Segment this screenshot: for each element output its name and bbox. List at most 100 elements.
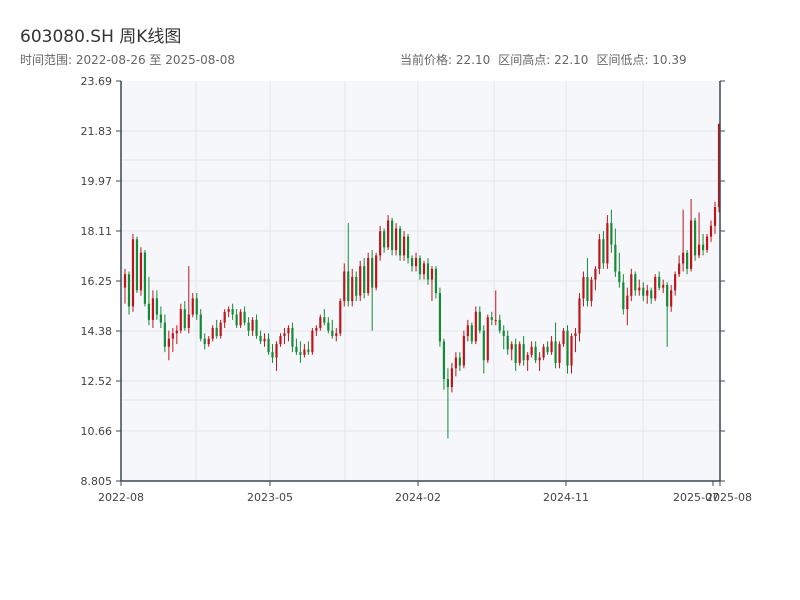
candle-body — [291, 327, 294, 347]
candle-body — [163, 322, 166, 347]
candle-body — [367, 258, 370, 294]
candle-body — [323, 317, 326, 323]
x-tick-labels: 2022-08 2023-05 2024-02 2024-11 2025-072025-… — [98, 491, 752, 504]
candle-body — [598, 239, 601, 269]
candle-body — [514, 344, 517, 363]
candle-body — [434, 268, 438, 294]
candle-body — [430, 268, 434, 280]
candle-body — [542, 346, 545, 358]
candle-body — [574, 333, 577, 337]
candle-body — [697, 244, 701, 256]
candle-body — [191, 298, 194, 315]
candle-body — [678, 263, 681, 275]
candle-body — [391, 220, 394, 251]
y-tick-label: 14.38 — [81, 325, 113, 338]
candle-body — [239, 311, 242, 326]
candle-body — [546, 346, 549, 353]
candle-body — [630, 274, 633, 296]
candle-body — [482, 330, 485, 361]
candle-body — [550, 341, 553, 353]
candle-body — [319, 317, 322, 328]
x-tick-label: 2024-11 — [543, 491, 589, 504]
candle-body — [167, 338, 170, 347]
candle-body — [179, 309, 182, 331]
candle-body — [442, 341, 446, 380]
candle-body — [219, 322, 222, 337]
candle-body — [383, 231, 386, 248]
range-low-label: 区间低点: 10.39 — [596, 53, 687, 67]
candle-body — [470, 325, 473, 342]
candle-body — [343, 271, 346, 302]
candle-body — [658, 276, 661, 288]
candle-body — [171, 333, 174, 339]
x-tick-label: 2024-02 — [395, 491, 441, 504]
candle-body — [315, 327, 318, 331]
x-tick-label: 2025-08 — [706, 491, 752, 504]
x-tick-label: 2022-08 — [98, 491, 144, 504]
candle-body — [450, 368, 453, 388]
candle-body — [494, 319, 497, 321]
candle-body — [215, 327, 218, 337]
candle-body — [586, 276, 589, 302]
candle-body — [578, 298, 581, 334]
candle-body — [135, 239, 139, 291]
candle-body — [518, 344, 521, 363]
current-price-label: 当前价格: 22.10 — [400, 53, 491, 67]
candle-body — [614, 244, 617, 272]
candle-body — [379, 231, 382, 256]
candle-body — [279, 336, 282, 345]
candle-body — [594, 268, 597, 280]
candle-body — [223, 311, 226, 323]
candle-body — [131, 239, 135, 307]
candle-body — [422, 263, 426, 275]
candle-body — [359, 266, 362, 296]
candle-body — [203, 338, 206, 345]
candle-body — [123, 274, 127, 288]
candle-body — [255, 319, 258, 337]
chart-title: 603080.SH 周K线图 — [20, 27, 182, 47]
candle-body — [211, 327, 214, 339]
candle-body — [590, 279, 593, 302]
candle-body — [454, 357, 457, 369]
candle-body — [143, 252, 147, 304]
candle-body — [339, 301, 342, 334]
candle-body — [642, 287, 645, 296]
candle-body — [307, 349, 310, 353]
date-range-label: 时间范围: 2022-08-26 至 2025-08-08 — [20, 53, 235, 67]
candle-body — [562, 330, 565, 345]
candle-body — [534, 346, 537, 361]
candle-body — [127, 274, 131, 307]
candle-body — [606, 223, 609, 264]
candle-body — [538, 357, 541, 361]
candle-body — [351, 276, 354, 302]
candle-body — [299, 352, 302, 355]
axes-group — [116, 80, 725, 486]
candle-body — [406, 236, 410, 259]
candle-body — [183, 309, 186, 328]
candle-body — [705, 236, 709, 251]
candle-body — [363, 266, 366, 294]
candle-body — [526, 354, 529, 361]
candles-group — [123, 123, 721, 439]
candle-body — [474, 311, 477, 342]
candle-body — [674, 274, 677, 291]
candle-body — [486, 317, 489, 361]
candle-body — [375, 255, 378, 288]
y-tick-label: 23.69 — [81, 75, 113, 88]
candle-body — [530, 346, 533, 355]
candle-body — [327, 322, 330, 331]
candle-body — [175, 330, 178, 334]
candle-body — [331, 330, 334, 337]
candle-body — [402, 236, 406, 256]
candle-body — [654, 276, 657, 299]
y-tick-labels: 23.69 21.83 19.97 18.11 16.25 14.38 12.52 10.66… — [81, 75, 113, 488]
x-tick-label: 2023-05 — [247, 491, 293, 504]
candle-body — [287, 327, 290, 334]
candle-body — [554, 341, 557, 363]
candle-body — [387, 220, 390, 248]
candle-body — [446, 379, 450, 388]
candle-body — [271, 352, 274, 358]
candle-body — [231, 309, 234, 315]
candle-body — [263, 338, 266, 342]
